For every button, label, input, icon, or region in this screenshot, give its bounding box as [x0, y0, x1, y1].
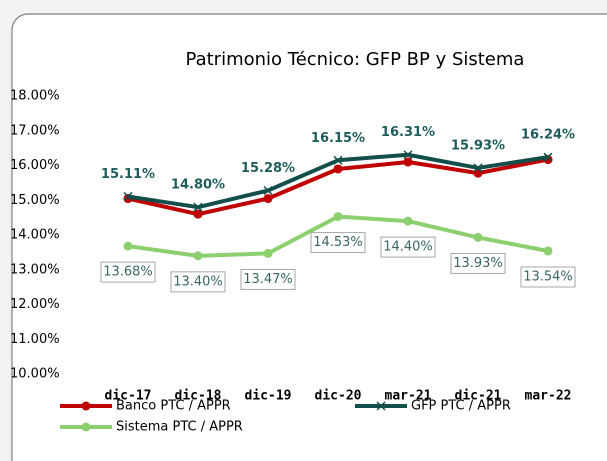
- data-label: 16.31%: [381, 125, 435, 140]
- data-label: 13.68%: [103, 265, 153, 280]
- marker: [543, 152, 553, 162]
- x-tick-label: mar-21: [385, 389, 432, 404]
- y-tick-label: 11.00%: [10, 332, 60, 347]
- data-label-box: [450, 252, 506, 274]
- marker: [333, 212, 343, 222]
- data-label: 15.93%: [451, 138, 505, 153]
- marker: [193, 202, 203, 212]
- marker: [123, 191, 133, 201]
- x-tick-label: dic-19: [245, 389, 292, 404]
- data-label-box: [100, 261, 156, 283]
- x-tick-label: mar-22: [525, 389, 572, 404]
- data-label: 16.24%: [521, 128, 575, 143]
- y-tick-label: 15.00%: [10, 193, 60, 208]
- marker: [403, 216, 413, 226]
- y-tick-label: 18.00%: [10, 89, 60, 104]
- marker: [473, 232, 483, 242]
- data-label: 16.15%: [311, 131, 365, 146]
- data-label: 13.54%: [523, 269, 573, 284]
- marker: [81, 422, 91, 432]
- marker: [473, 163, 483, 173]
- x-tick-label: dic-21: [455, 389, 502, 404]
- marker: [333, 164, 343, 174]
- data-label-box: [520, 266, 576, 288]
- x-tick-label: dic-20: [315, 389, 362, 404]
- data-label: 13.93%: [453, 256, 503, 271]
- marker: [473, 168, 483, 178]
- marker: [543, 246, 553, 256]
- marker: [81, 401, 91, 411]
- chart-card: [11, 13, 607, 461]
- marker: [376, 401, 386, 411]
- marker: [123, 241, 133, 251]
- marker: [333, 155, 343, 165]
- marker: [403, 150, 413, 160]
- data-label: 13.47%: [243, 272, 293, 287]
- legend-label: Banco PTC / APPR: [116, 399, 231, 414]
- marker: [263, 185, 273, 196]
- y-tick-label: 12.00%: [10, 297, 60, 312]
- x-tick-label: dic-17: [105, 389, 152, 404]
- x-tick-label: dic-18: [175, 389, 222, 404]
- data-label-box: [170, 271, 226, 293]
- data-label: 13.40%: [173, 274, 223, 289]
- legend-label: Sistema PTC / APPR: [116, 420, 243, 435]
- y-tick-label: 10.00%: [10, 367, 60, 382]
- data-label-box: [240, 268, 296, 290]
- y-tick-label: 14.00%: [10, 228, 60, 243]
- legend-label: GFP PTC / APPR: [411, 399, 511, 414]
- y-tick-label: 17.00%: [10, 123, 60, 138]
- data-label: 14.53%: [313, 235, 363, 250]
- data-label-box: [310, 232, 366, 254]
- data-label: 14.80%: [171, 178, 225, 193]
- y-tick-label: 16.00%: [10, 158, 60, 173]
- marker: [263, 248, 273, 258]
- data-label: 15.28%: [241, 161, 295, 176]
- y-tick-label: 13.00%: [10, 262, 60, 277]
- marker: [193, 209, 203, 219]
- data-label-box: [380, 236, 436, 258]
- chart-title: Patrimonio Técnico: GFP BP y Sistema: [186, 49, 525, 70]
- data-label: 15.11%: [101, 167, 155, 182]
- marker: [263, 194, 273, 204]
- data-label: 14.40%: [383, 240, 433, 255]
- marker: [193, 251, 203, 261]
- marker: [403, 157, 413, 167]
